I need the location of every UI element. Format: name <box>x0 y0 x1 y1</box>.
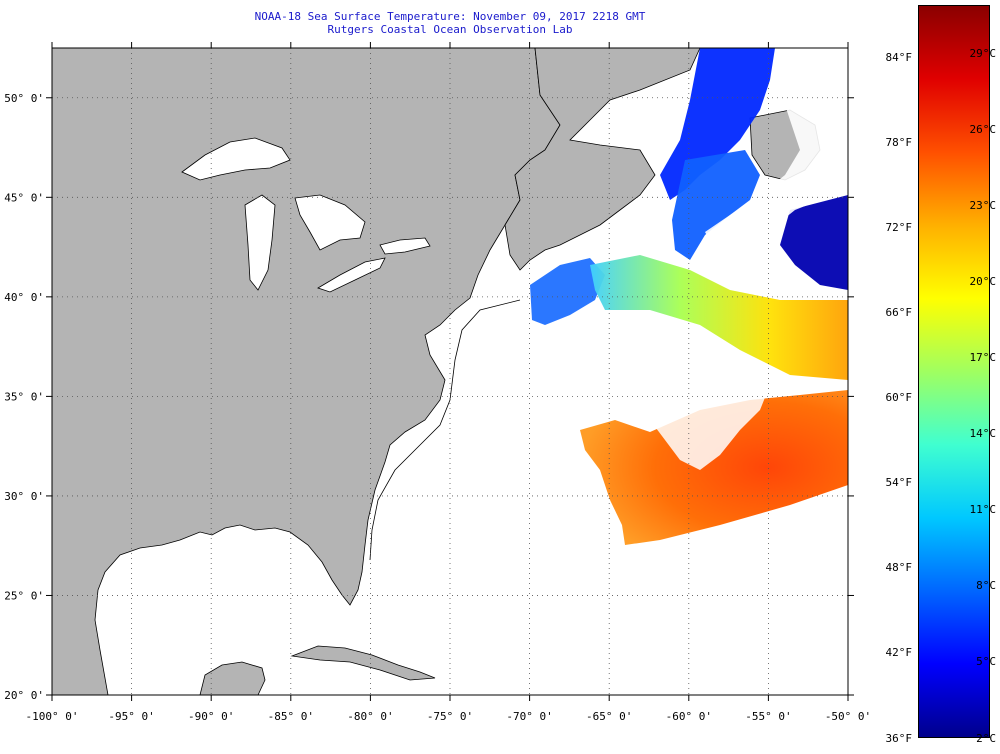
lon-tick-label: -60° 0' <box>666 710 712 723</box>
celsius-label: 5°C <box>976 655 996 668</box>
sst-warm-gulf-stream <box>580 390 848 545</box>
lon-tick-label: -55° 0' <box>745 710 791 723</box>
lat-tick-label: 35° 0' <box>4 390 44 403</box>
land-maritimes <box>504 48 701 271</box>
fahrenheit-label: 84°F <box>885 51 913 64</box>
lat-tick-label: 40° 0' <box>4 291 44 304</box>
fahrenheit-label: 36°F <box>885 732 913 745</box>
celsius-label: 11°C <box>969 503 997 516</box>
isobath-line <box>369 299 521 561</box>
celsius-label: 8°C <box>976 579 996 592</box>
lat-tick-label: 50° 0' <box>4 92 44 105</box>
lon-tick-label: -80° 0' <box>347 710 393 723</box>
lon-tick-label: -70° 0' <box>506 710 552 723</box>
sst-cold-offshore <box>780 195 848 290</box>
lat-tick-label: 45° 0' <box>4 191 44 204</box>
lake-michigan <box>244 194 276 291</box>
fahrenheit-label: 72°F <box>885 221 913 234</box>
celsius-label: 14°C <box>969 427 997 440</box>
cloud-mask-central <box>640 365 770 470</box>
fahrenheit-label: 60°F <box>885 391 913 404</box>
lon-tick-label: -65° 0' <box>586 710 632 723</box>
lon-tick-label: -85° 0' <box>268 710 314 723</box>
celsius-label: 23°C <box>969 199 997 212</box>
axes: -100° 0' -95° 0' -90° 0' -85° 0' -80° 0' -75°… <box>4 42 871 723</box>
sst-mid-shelf <box>590 255 848 380</box>
lake-superior <box>181 137 291 181</box>
sst-cold-gulf-st-lawrence <box>672 150 760 260</box>
celsius-label: 20°C <box>969 275 997 288</box>
lon-tick-label: -75° 0' <box>427 710 473 723</box>
map-subtitle: Rutgers Coastal Ocean Observation Lab <box>327 23 573 36</box>
celsius-label: 29°C <box>969 47 997 60</box>
lake-ontario <box>379 237 431 255</box>
fahrenheit-label: 66°F <box>885 306 913 319</box>
cloud-mask-north <box>705 48 848 250</box>
temperature-colorbar <box>918 5 990 738</box>
lat-tick-label: 25° 0' <box>4 589 44 602</box>
lat-tick-label: 20° 0' <box>4 689 44 702</box>
sst-cool-gulf-of-maine <box>530 258 605 325</box>
land-cuba <box>290 645 436 681</box>
lon-tick-label: -100° 0' <box>26 710 79 723</box>
celsius-label: 26°C <box>969 123 997 136</box>
fahrenheit-label: 42°F <box>885 646 913 659</box>
lon-tick-label: -50° 0' <box>825 710 871 723</box>
lon-tick-label: -90° 0' <box>188 710 234 723</box>
fahrenheit-label: 78°F <box>885 136 913 149</box>
fahrenheit-label: 48°F <box>885 561 913 574</box>
celsius-label: 17°C <box>969 351 997 364</box>
lake-huron <box>294 194 366 251</box>
land-yucatan <box>199 661 266 695</box>
fahrenheit-label: 54°F <box>885 476 913 489</box>
lat-tick-label: 30° 0' <box>4 490 44 503</box>
lake-erie <box>317 257 386 293</box>
map-title: NOAA-18 Sea Surface Temperature: Novembe… <box>254 10 646 23</box>
celsius-label: 2°C <box>976 732 996 745</box>
lon-tick-label: -95° 0' <box>108 710 154 723</box>
land-north-america <box>52 48 561 695</box>
